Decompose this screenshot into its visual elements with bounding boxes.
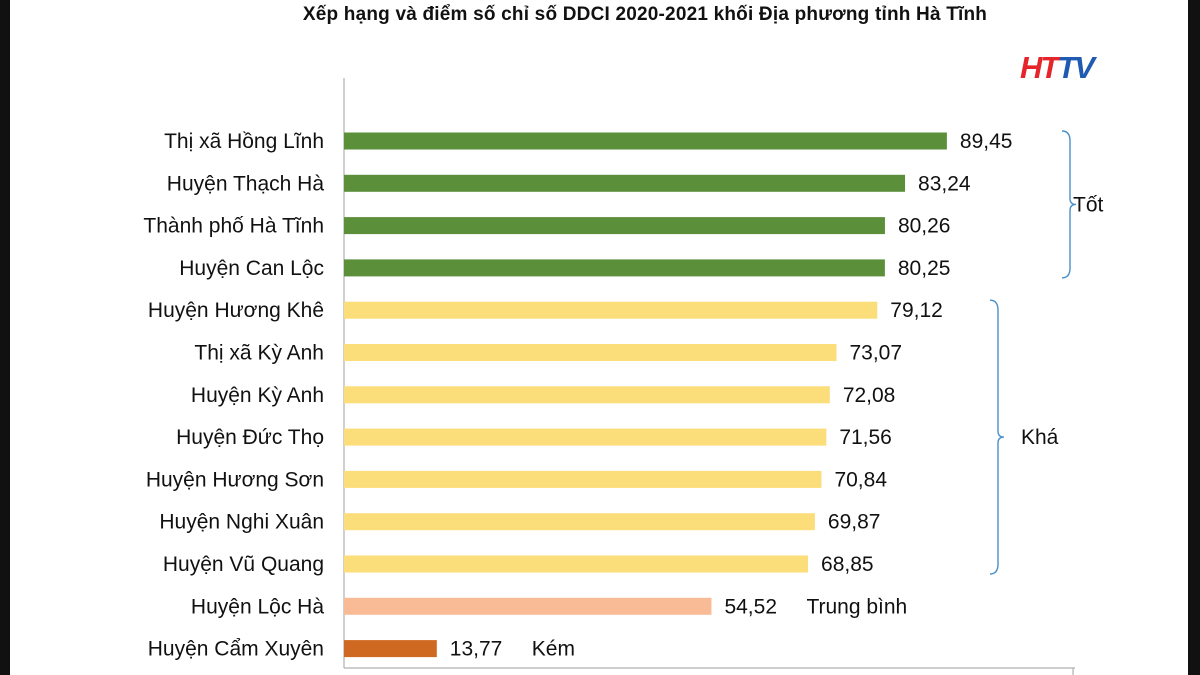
bar [344,513,815,531]
bar [344,174,906,192]
value-label: 68,85 [821,553,874,576]
group-bracket [1061,130,1077,279]
category-label: Huyện Hương Khê [148,299,324,322]
bar [344,301,878,319]
value-label: 89,45 [960,130,1013,153]
bar [344,555,809,573]
bar [344,470,822,488]
category-label: Huyện Thạch Hà [167,172,325,195]
chart-title: Xếp hạng và điểm số chỉ số DDCI 2020-202… [302,4,988,25]
category-label: Huyện Cẩm Xuyên [148,638,324,661]
bar [344,597,712,615]
value-label: 54,52 [724,595,777,618]
right-frame-edge [1188,0,1200,675]
category-label: Thị xã Hồng Lĩnh [164,130,324,153]
category-label: Huyện Hương Sơn [146,468,324,491]
bar [344,344,837,361]
value-label: 70,84 [834,468,887,491]
group-label: Kém [532,638,575,661]
group-bracket [989,299,1005,575]
category-label: Thành phố Hà Tĩnh [143,215,324,238]
category-label: Huyện Nghi Xuân [159,511,324,534]
value-label: 79,12 [890,299,943,322]
group-label: Khá [1021,426,1059,449]
value-label: 72,08 [843,384,896,407]
category-label: Huyện Can Lộc [179,257,324,280]
bar [344,259,885,277]
bar [344,217,885,235]
bar [344,428,827,446]
bar [344,132,947,150]
value-label: 83,24 [918,172,971,195]
category-label: Huyện Vũ Quang [163,553,324,576]
value-label: 13,77 [450,638,503,661]
group-label: Tốt [1073,193,1104,216]
category-label: Huyện Đức Thọ [176,426,324,449]
logo-text-red: HT [1020,50,1059,85]
category-label: Huyện Kỳ Anh [191,384,324,407]
htv-logo: HTTV [1020,50,1095,85]
value-label: 71,56 [839,426,892,449]
category-label: Huyện Lộc Hà [191,595,324,618]
left-frame-edge [0,0,10,675]
value-label: 80,26 [898,215,951,238]
logo-text-blue: TV [1057,50,1095,85]
group-label: Trung bình [806,595,907,618]
bar [344,640,437,658]
value-label: 73,07 [849,342,902,365]
bar [344,386,830,404]
value-label: 80,25 [898,257,951,280]
category-label: Thị xã Kỳ Anh [194,342,324,365]
value-label: 69,87 [828,511,881,534]
